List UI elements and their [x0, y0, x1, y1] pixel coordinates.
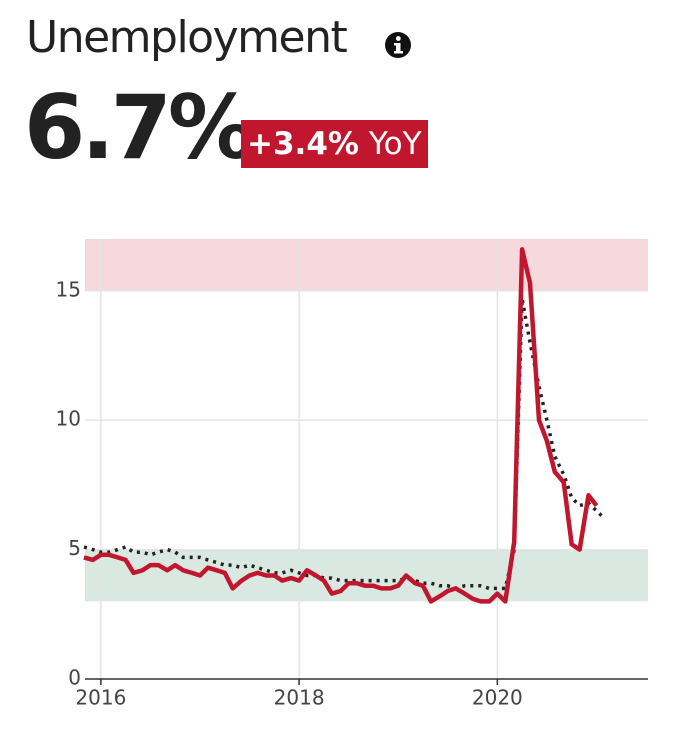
range-band — [85, 239, 648, 291]
info-icon[interactable] — [384, 31, 412, 59]
series-line — [83, 247, 599, 604]
y-tick-label: 10 — [56, 407, 81, 431]
y-tick-label: 15 — [56, 277, 81, 301]
current-value: 6.7% — [24, 76, 256, 179]
y-tick-label: 0 — [68, 666, 81, 690]
title: Unemployment — [26, 12, 348, 63]
y-tick-label: 5 — [68, 536, 81, 560]
series-line — [83, 296, 606, 591]
change: +3.4% — [247, 126, 359, 162]
range-band — [85, 549, 648, 602]
x-tick-label: 2016 — [75, 686, 126, 710]
change-badge: +3.4% YoY — [241, 120, 428, 168]
period: YoY — [368, 126, 422, 162]
x-tick-label: 2018 — [274, 686, 325, 710]
x-tick-label: 2020 — [472, 686, 523, 710]
